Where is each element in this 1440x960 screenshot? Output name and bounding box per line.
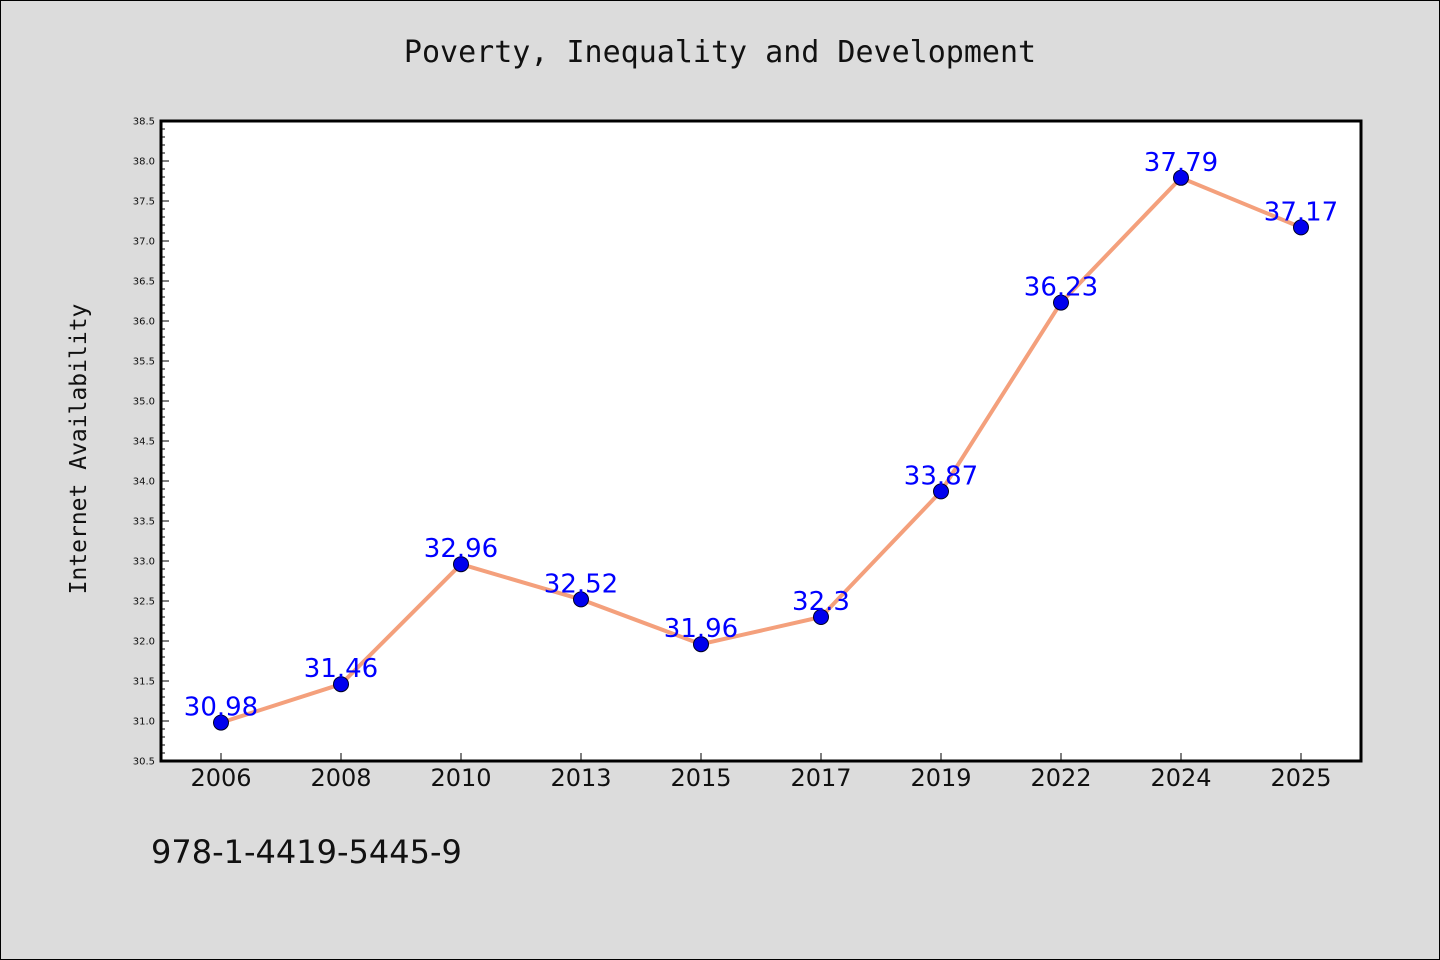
data-label: 37.79: [1144, 148, 1218, 178]
y-tick-label: 32.0: [133, 637, 155, 648]
isbn-code: 978-1-4419-5445-9: [151, 833, 462, 871]
y-tick-label: 37.0: [133, 237, 155, 248]
data-point: [1173, 169, 1189, 186]
data-label: 31.46: [304, 654, 378, 684]
data-label: 32.52: [544, 569, 618, 599]
data-label: 32.96: [424, 534, 498, 564]
y-tick-label: 33.5: [133, 517, 155, 528]
y-tick-label: 37.5: [133, 197, 155, 208]
x-tick-label: 2017: [790, 764, 851, 792]
data-label: 36.23: [1024, 273, 1098, 303]
data-point: [213, 714, 229, 731]
y-tick-label: 30.5: [133, 757, 155, 768]
y-tick-label: 33.0: [133, 557, 155, 568]
y-tick-label: 36.0: [133, 317, 155, 328]
x-tick-label: 2024: [1150, 764, 1211, 792]
y-tick-label: 31.0: [133, 717, 155, 728]
x-tick-label: 2025: [1270, 764, 1331, 792]
data-label: 33.87: [904, 461, 978, 491]
y-tick-label: 38.5: [133, 117, 155, 128]
y-tick-label: 31.5: [133, 677, 155, 688]
y-axis: 30.5 31.0 31.5 32.0 32.5 33.0 33.5 34.0 34.5 35.0…: [133, 117, 169, 768]
x-axis: 2006 2008 2010 2013 2015 2017 2019 2022 2024 2025: [190, 753, 1332, 792]
x-tick-label: 2008: [310, 764, 371, 792]
x-tick-label: 2019: [910, 764, 971, 792]
plot-area: [159, 119, 1363, 763]
y-tick-label: 35.5: [133, 357, 155, 368]
data-point: [1053, 294, 1069, 311]
data-point: [813, 609, 829, 625]
x-tick-label: 2006: [190, 764, 251, 792]
y-tick-label: 34.0: [133, 477, 155, 488]
x-tick-label: 2015: [670, 764, 731, 792]
data-point: [573, 591, 589, 608]
data-point: [933, 483, 949, 500]
x-tick-label: 2013: [550, 764, 611, 792]
y-tick-label: 36.5: [133, 277, 155, 288]
x-tick-label: 2010: [430, 764, 491, 792]
data-point: [453, 556, 469, 573]
x-tick-label: 2022: [1030, 764, 1091, 792]
series-line: [219, 175, 1303, 725]
data-label: 32.3: [792, 587, 850, 617]
data-point: [333, 676, 349, 693]
data-label: 37.17: [1264, 197, 1338, 227]
data-label: 30.98: [184, 693, 258, 723]
y-tick-label: 32.5: [133, 597, 155, 608]
y-tick-label: 35.0: [133, 397, 155, 408]
series-layer: 30.98 31.46 32.96 32.52 31.96 32.3 33.87 36.23 3…: [184, 148, 1338, 731]
data-point: [693, 636, 709, 653]
y-tick-label: 38.0: [133, 157, 155, 168]
y-tick-label: 34.5: [133, 437, 155, 448]
data-label: 31.96: [664, 614, 738, 644]
data-point: [1293, 219, 1309, 236]
chart-title: Poverty, Inequality and Development: [403, 35, 1037, 70]
